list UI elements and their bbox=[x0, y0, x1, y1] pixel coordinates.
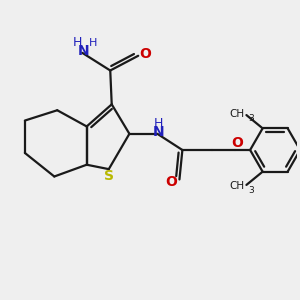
Text: O: O bbox=[165, 176, 177, 189]
Text: N: N bbox=[78, 44, 90, 58]
Text: H: H bbox=[154, 117, 164, 130]
Text: O: O bbox=[139, 47, 151, 61]
Text: H: H bbox=[88, 38, 97, 47]
Text: 3: 3 bbox=[249, 114, 254, 123]
Text: O: O bbox=[231, 136, 243, 150]
Text: 3: 3 bbox=[249, 186, 254, 195]
Text: CH: CH bbox=[230, 182, 245, 191]
Text: N: N bbox=[153, 125, 165, 139]
Text: H: H bbox=[72, 36, 82, 49]
Text: CH: CH bbox=[230, 109, 245, 118]
Text: S: S bbox=[104, 169, 114, 183]
